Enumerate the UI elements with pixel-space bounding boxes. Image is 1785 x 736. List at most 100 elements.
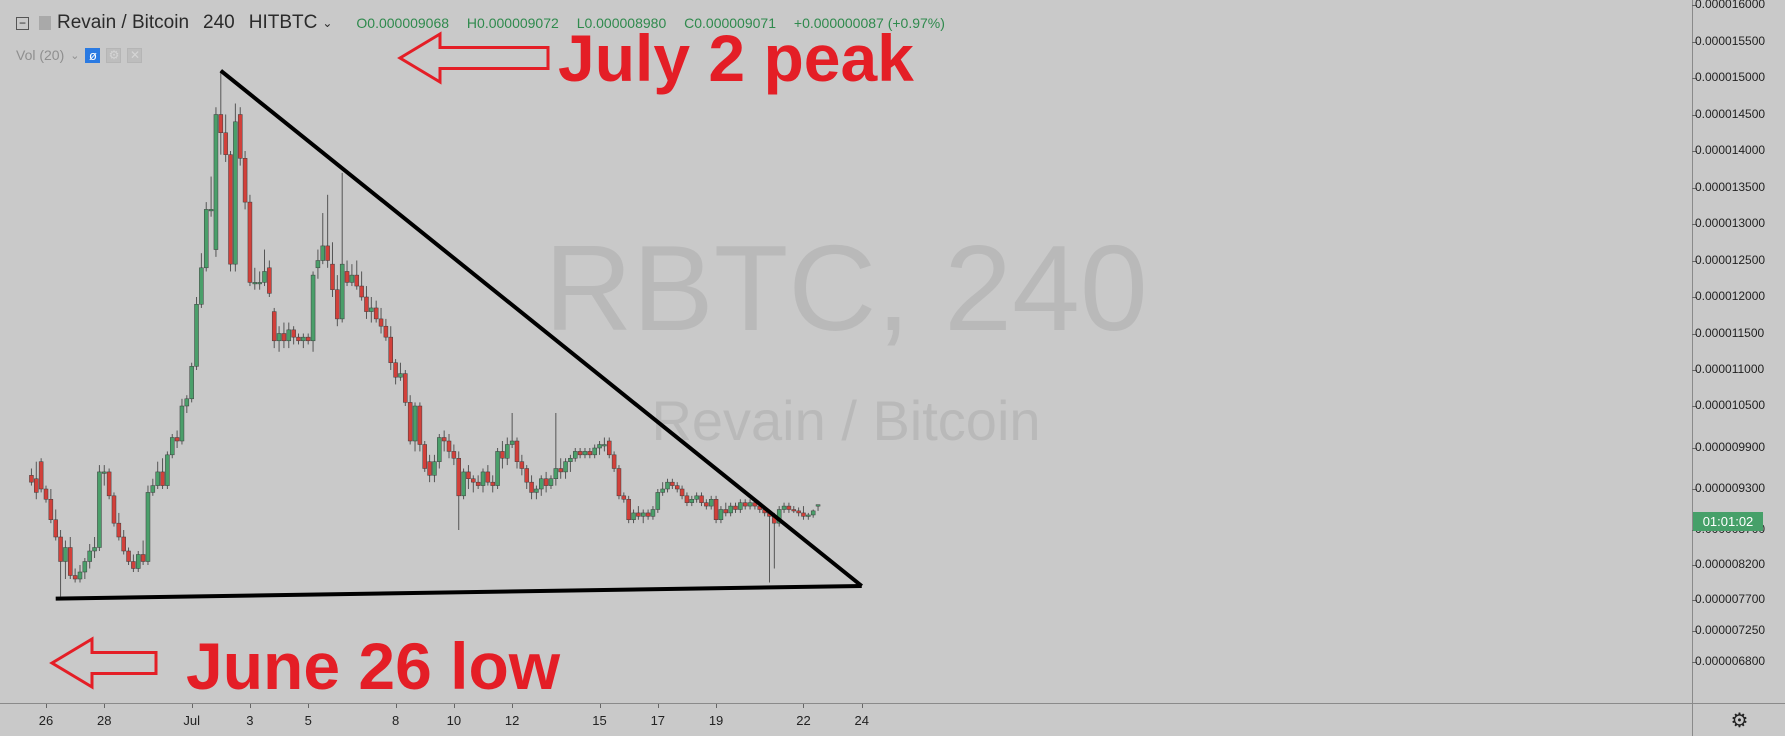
gear-icon[interactable]: ⚙ xyxy=(1692,703,1785,736)
candle xyxy=(427,454,432,483)
candle xyxy=(505,437,510,466)
close-icon[interactable]: ✕ xyxy=(127,47,143,63)
candle xyxy=(223,114,228,162)
candle xyxy=(72,568,78,583)
peak-annotation: July 2 peak xyxy=(558,21,914,95)
price-tick-mark xyxy=(1692,187,1697,189)
candle xyxy=(640,509,646,524)
candle xyxy=(781,502,787,513)
high-value: H0.000009072 xyxy=(466,15,559,31)
chevron-down-icon[interactable]: ⌄ xyxy=(322,16,333,30)
low-annotation: June 26 low xyxy=(186,629,561,703)
eye-slash-icon[interactable]: ø xyxy=(85,47,101,63)
candle xyxy=(48,489,54,524)
candle xyxy=(645,509,651,520)
time-tick-mark xyxy=(104,704,106,708)
candle xyxy=(553,413,559,486)
time-tick-label: 17 xyxy=(650,713,666,728)
volume-label[interactable]: Vol (20) xyxy=(16,47,65,63)
open-value: O0.000009068 xyxy=(356,15,450,31)
candle xyxy=(631,509,636,524)
time-tick-mark xyxy=(599,704,601,708)
candle xyxy=(738,499,743,513)
candle xyxy=(257,271,262,290)
collapse-icon[interactable]: − xyxy=(16,16,29,30)
candle xyxy=(354,260,360,290)
price-tick-label: 0.000016000 xyxy=(1695,0,1766,11)
time-tick-mark xyxy=(861,704,863,708)
candlestick-chart[interactable]: RBTC, 240 Revain / Bitcoin xyxy=(0,0,1692,703)
candle xyxy=(446,434,452,459)
candle xyxy=(194,297,199,370)
candle xyxy=(684,492,690,507)
candle xyxy=(242,151,248,210)
candle xyxy=(524,465,529,489)
time-tick-label: 22 xyxy=(796,713,811,728)
time-tick-mark xyxy=(803,704,805,708)
candle xyxy=(587,448,593,459)
candle xyxy=(179,398,185,445)
price-tick-mark xyxy=(1692,114,1697,116)
time-tick-mark xyxy=(512,704,514,708)
watermark-symbol: RBTC, 240 xyxy=(544,220,1147,356)
time-axis[interactable]: 26 28 Jul 3 5 8 10 12 15 17 19 22 24 xyxy=(0,703,1692,736)
candle xyxy=(568,454,573,472)
candle xyxy=(534,485,539,500)
candle xyxy=(815,504,821,511)
candle xyxy=(262,249,267,287)
candle xyxy=(407,395,413,445)
candle xyxy=(704,499,709,510)
settings-icon[interactable]: ⚙ xyxy=(106,47,122,63)
price-tick-mark xyxy=(1692,565,1697,566)
watermark: RBTC, 240 Revain / Bitcoin xyxy=(544,220,1147,452)
candle xyxy=(437,434,442,469)
candle xyxy=(573,448,578,462)
ohlc-values: O0.000009068 H0.000009072 L0.000008980 C… xyxy=(356,15,959,31)
volume-legend: Vol (20) ⌄ ø ⚙ ✕ xyxy=(16,47,143,63)
price-tick-mark xyxy=(1692,448,1697,449)
price-tick-label: 0.000015500 xyxy=(1695,33,1766,48)
candle xyxy=(271,307,277,349)
candle xyxy=(228,151,233,272)
candle xyxy=(301,333,306,349)
candle xyxy=(339,172,345,323)
arrow-left-icon xyxy=(397,31,550,85)
interval-label[interactable]: 240 xyxy=(203,12,235,33)
candle xyxy=(145,485,151,565)
symbol-name[interactable]: Revain / Bitcoin xyxy=(57,12,190,33)
candle xyxy=(383,318,389,341)
candle xyxy=(237,107,243,166)
support-trendline[interactable] xyxy=(55,584,862,601)
candle xyxy=(728,502,733,517)
candle xyxy=(577,448,583,459)
chevron-down-icon[interactable]: ⌄ xyxy=(70,49,80,62)
candle xyxy=(111,492,117,527)
candle xyxy=(660,482,665,496)
candle xyxy=(106,468,112,500)
change-value: +0.000000087 (+0.97%) xyxy=(793,15,945,31)
candle xyxy=(611,451,617,472)
price-tick-mark xyxy=(1692,489,1697,490)
watermark-name: Revain / Bitcoin xyxy=(651,389,1040,452)
candle xyxy=(485,465,491,486)
chart-pane[interactable]: RBTC, 240 Revain / Bitcoin − Revain / Bit… xyxy=(0,0,1692,703)
candle xyxy=(364,286,369,319)
candle xyxy=(412,402,418,452)
candle xyxy=(126,547,131,565)
price-tick-label: 0.000014000 xyxy=(1695,143,1766,157)
candle xyxy=(325,194,330,268)
candle xyxy=(29,468,34,486)
descending-trendline[interactable] xyxy=(219,69,863,588)
price-tick-label: 0.000015000 xyxy=(1695,70,1766,84)
candle xyxy=(369,297,374,323)
time-tick-label: 28 xyxy=(97,713,112,728)
price-axis[interactable]: 0.000016000 0.000015500 0.000015000 0.00001… xyxy=(1692,0,1785,703)
candle xyxy=(349,264,355,287)
candle xyxy=(451,444,457,466)
candle xyxy=(218,70,224,155)
candle xyxy=(636,506,641,520)
candle xyxy=(393,359,398,385)
candle xyxy=(597,441,602,455)
exchange-label[interactable]: HITBTC xyxy=(248,12,318,33)
time-tick-mark xyxy=(453,704,455,708)
